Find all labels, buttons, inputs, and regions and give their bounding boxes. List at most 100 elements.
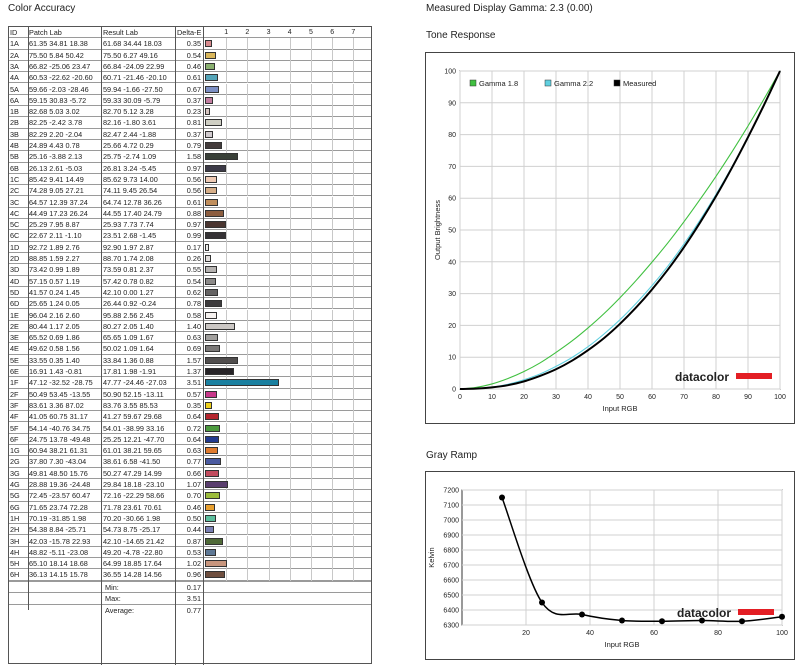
scale-gridline <box>226 230 228 242</box>
scale-gridline <box>311 411 312 423</box>
patch-id: 1B <box>10 107 19 117</box>
scale-gridline <box>311 60 312 73</box>
x-tick-label: 100 <box>774 394 786 401</box>
scale-gridline <box>311 106 312 118</box>
scale-gridline <box>332 173 334 186</box>
scale-gridline <box>289 309 291 321</box>
scale-gridline <box>332 309 334 321</box>
patch-id: 6A <box>10 95 19 105</box>
delta-e-bar <box>205 311 218 319</box>
patch-lab: 60.53 -22.62 -20.60 <box>29 73 93 83</box>
scale-gridline <box>289 264 291 276</box>
table-row: 4H 48.82 -5.11 -23.08 49.20 -4.78 -22.80 0.… <box>9 546 371 559</box>
scale-gridline <box>247 151 249 163</box>
table-row: 3A 66.82 -25.06 23.47 66.84 -24.09 22.99 0.… <box>9 60 371 73</box>
data-point <box>659 618 665 625</box>
x-tick-label: 80 <box>714 630 722 637</box>
patch-id: 1D <box>10 242 20 252</box>
patch-lab: 24.89 4.43 0.78 <box>29 141 80 150</box>
result-lab: 25.25 12.21 -47.70 <box>103 434 165 444</box>
scale-gridline <box>311 230 312 242</box>
datacolor-logo-bar <box>736 373 772 379</box>
scale-gridline <box>353 241 355 253</box>
scale-gridline <box>332 479 334 491</box>
scale-gridline <box>311 320 312 333</box>
scale-gridline <box>353 422 355 434</box>
scale-gridline <box>226 60 228 73</box>
patch-id: 5H <box>10 559 20 569</box>
patch-lab: 36.13 14.15 15.78 <box>29 570 88 580</box>
patch-lab: 80.44 1.17 2.05 <box>29 321 80 331</box>
scale-gridline <box>268 196 270 208</box>
scale-gridline <box>268 411 270 423</box>
scale-gridline <box>353 411 355 423</box>
delta-e: 0.97 <box>186 220 201 230</box>
x-tick-label: 0 <box>458 394 462 401</box>
scale-gridline <box>311 140 312 152</box>
y-tick-label: 6900 <box>443 533 459 540</box>
summary-row: Average: 0.77 <box>9 603 371 616</box>
patch-lab: 49.62 0.58 1.56 <box>29 344 80 354</box>
delta-e: 0.67 <box>186 84 201 94</box>
delta-e-bar <box>205 548 217 556</box>
scale-gridline <box>332 185 334 197</box>
result-lab: 82.16 -1.80 3.61 <box>103 118 157 128</box>
scale-gridline <box>247 83 249 95</box>
delta-e: 0.62 <box>186 287 201 297</box>
scale-gridline <box>268 219 270 231</box>
scale-gridline <box>226 309 228 321</box>
delta-e-bar <box>205 51 217 59</box>
x-axis-label: Input RGB <box>602 404 637 413</box>
result-lab: 64.74 12.78 36.26 <box>103 197 162 207</box>
patch-lab: 41.57 0.24 1.45 <box>29 287 80 297</box>
scale-gridline <box>247 535 249 547</box>
scale-gridline <box>353 377 355 389</box>
patch-lab: 33.55 0.35 1.40 <box>29 355 80 365</box>
data-point <box>539 599 545 606</box>
summary-row: Min: 0.17 <box>9 580 371 593</box>
y-axis-label: Output Brightness <box>433 200 442 260</box>
scale-gridline <box>353 354 355 366</box>
scale-gridline <box>268 445 270 457</box>
scale-gridline <box>289 501 291 513</box>
delta-e: 0.97 <box>186 163 201 173</box>
scale-gridline <box>353 512 355 525</box>
delta-e-bar <box>205 413 219 421</box>
patch-lab: 60.94 38.21 61.31 <box>29 446 88 456</box>
scale-gridline <box>289 241 291 253</box>
scale-gridline <box>226 49 228 61</box>
scale-gridline <box>247 94 249 107</box>
patch-lab: 82.25 -2.42 3.78 <box>29 118 83 128</box>
scale-gridline <box>226 140 228 152</box>
delta-e-bar <box>205 356 239 364</box>
x-axis-label: Input RGB <box>604 640 639 649</box>
result-lab: 66.84 -24.09 22.99 <box>103 61 165 71</box>
scale-gridline <box>289 162 291 174</box>
patch-id: 3B <box>10 129 19 139</box>
scale-gridline <box>268 320 270 333</box>
x-tick-label: 20 <box>520 394 528 401</box>
data-point <box>699 617 705 624</box>
y-tick-label: 6300 <box>443 623 459 630</box>
legend-label: Measured <box>623 79 656 88</box>
scale-gridline <box>247 422 249 434</box>
scale-gridline <box>353 60 355 73</box>
scale-gridline <box>247 128 249 140</box>
scale-gridline <box>289 106 291 118</box>
patch-lab: 22.67 2.11 -1.10 <box>29 231 82 241</box>
scale-gridline <box>353 388 355 400</box>
patch-id: 4C <box>10 208 20 218</box>
delta-e: 1.57 <box>186 355 201 365</box>
scale-gridline <box>268 343 270 355</box>
delta-e: 0.53 <box>186 547 201 557</box>
patch-id: 2D <box>10 254 20 263</box>
result-lab: 47.77 -24.46 -27.03 <box>103 378 167 388</box>
scale-gridline <box>247 298 249 310</box>
delta-e: 0.64 <box>186 434 201 444</box>
delta-e-bar <box>205 322 235 330</box>
table-row: 3F 83.61 3.36 87.02 83.76 3.55 85.53 0.35 <box>9 399 371 412</box>
result-lab: 44.55 17.40 24.79 <box>103 208 162 218</box>
scale-gridline <box>289 456 291 468</box>
scale-gridline <box>353 535 355 547</box>
scale-gridline <box>247 196 249 208</box>
